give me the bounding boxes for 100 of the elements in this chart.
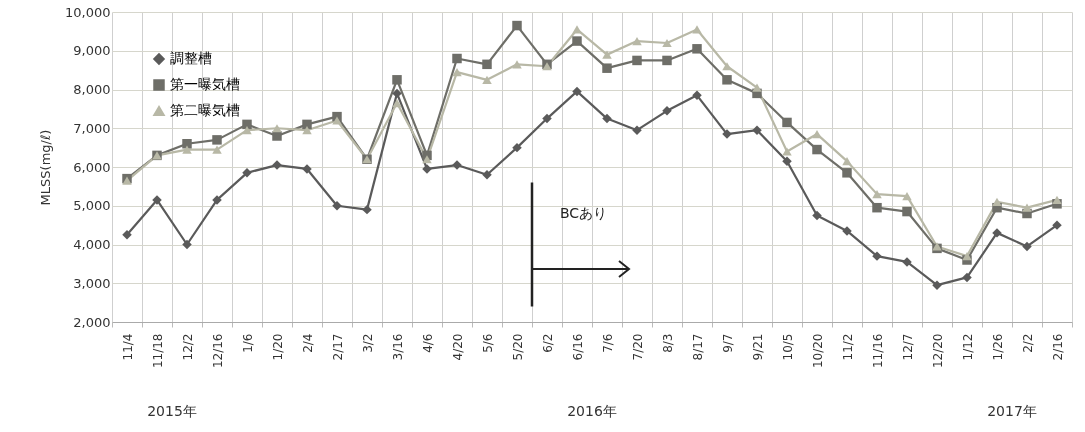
point — [602, 63, 612, 73]
x-tick-label: 12/16 — [210, 333, 225, 369]
point — [782, 147, 792, 156]
point — [182, 239, 192, 250]
point — [572, 86, 582, 97]
point — [692, 90, 702, 101]
y-tick-label: 5,000 — [73, 198, 111, 214]
x-tick-label: 11/16 — [870, 333, 885, 369]
point — [872, 190, 882, 199]
point — [902, 191, 912, 201]
point — [452, 53, 462, 64]
x-tick-label: 8/17 — [690, 333, 705, 361]
x-tick-label: 7/20 — [630, 333, 645, 361]
x-tick-label: 9/21 — [750, 333, 765, 361]
point — [842, 168, 852, 178]
point — [302, 126, 312, 135]
x-tick-label: 11/2 — [840, 333, 855, 361]
y-tick-label: 9,000 — [73, 43, 111, 59]
point — [212, 135, 222, 145]
point — [392, 98, 402, 108]
y-tick-label: 4,000 — [73, 237, 111, 252]
y-tick-label: 2,000 — [73, 314, 111, 330]
x-tick-label: 1/26 — [990, 333, 1005, 361]
point — [662, 55, 672, 66]
x-tick-label: 4/6 — [420, 333, 435, 353]
x-tick-label: 12/2 — [180, 333, 195, 361]
legend-label: 第二曝気槽 — [170, 102, 240, 118]
text: 2016年 — [567, 403, 617, 421]
x-tick-label: 1/20 — [270, 333, 285, 361]
point — [482, 59, 492, 70]
point — [512, 60, 522, 69]
point — [692, 25, 702, 34]
x-tick-label: 2/4 — [300, 333, 315, 353]
point — [482, 75, 492, 84]
point — [842, 157, 852, 166]
point — [872, 202, 882, 213]
point — [962, 252, 972, 261]
text: 2017年 — [987, 403, 1037, 421]
point — [602, 113, 612, 124]
point — [392, 75, 402, 85]
legend-label: 調整槽 — [170, 50, 212, 66]
point — [902, 206, 912, 217]
point — [542, 113, 552, 124]
y-tick-label: 8,000 — [73, 82, 111, 97]
point — [422, 155, 432, 164]
x-tick-label: 5/20 — [510, 333, 525, 361]
point — [572, 36, 582, 46]
point — [632, 36, 642, 46]
point — [602, 50, 612, 59]
point — [182, 145, 192, 154]
point — [272, 131, 282, 141]
x-tick-label: 10/5 — [780, 333, 795, 361]
point — [1022, 241, 1032, 252]
legend-label: 第一曝気槽 — [170, 76, 240, 92]
x-tick-label: 12/7 — [900, 333, 915, 361]
x-tick-label: 7/6 — [600, 333, 615, 353]
point — [512, 20, 522, 31]
x-tick-label: 9/7 — [720, 333, 735, 353]
y-axis-title: MLSS(mg/ℓ) — [38, 129, 54, 206]
point — [662, 38, 672, 48]
x-tick-label: 3/2 — [360, 333, 375, 353]
point — [1052, 195, 1062, 205]
point — [812, 129, 822, 139]
y-tick-label: 6,000 — [73, 159, 111, 175]
x-tick-label: 11/18 — [150, 333, 165, 369]
point — [332, 116, 342, 125]
x-tick-label: 5/6 — [480, 333, 495, 353]
point — [182, 139, 192, 149]
ref-line-label: BCあり — [560, 204, 608, 221]
x-tick-label: 2/17 — [330, 333, 345, 361]
x-tick-label: 8/3 — [660, 333, 675, 353]
x-tick-label: 6/16 — [570, 333, 585, 361]
point — [302, 119, 312, 130]
x-tick-label: 1/12 — [960, 333, 975, 361]
x-tick-label: 4/20 — [450, 333, 465, 361]
text: 2015年 — [147, 403, 197, 421]
point — [242, 126, 252, 135]
x-tick-label: 2/2 — [1020, 333, 1035, 353]
x-tick-label: 6/2 — [540, 333, 555, 353]
point — [452, 67, 462, 77]
point — [212, 145, 222, 154]
point — [962, 272, 972, 283]
y-tick-label: 7,000 — [73, 120, 111, 136]
point — [272, 124, 282, 133]
point — [512, 142, 522, 153]
point — [692, 44, 702, 54]
point — [782, 117, 792, 128]
point — [632, 55, 642, 66]
point — [242, 119, 252, 130]
point — [722, 75, 732, 85]
point — [992, 197, 1002, 206]
point — [392, 88, 402, 99]
point — [362, 204, 372, 215]
point — [752, 83, 762, 92]
point — [722, 62, 732, 71]
x-tick-label: 1/6 — [240, 333, 255, 353]
x-tick-label: 10/20 — [810, 333, 825, 369]
point — [812, 144, 822, 155]
point — [1022, 203, 1032, 212]
point — [572, 25, 582, 34]
